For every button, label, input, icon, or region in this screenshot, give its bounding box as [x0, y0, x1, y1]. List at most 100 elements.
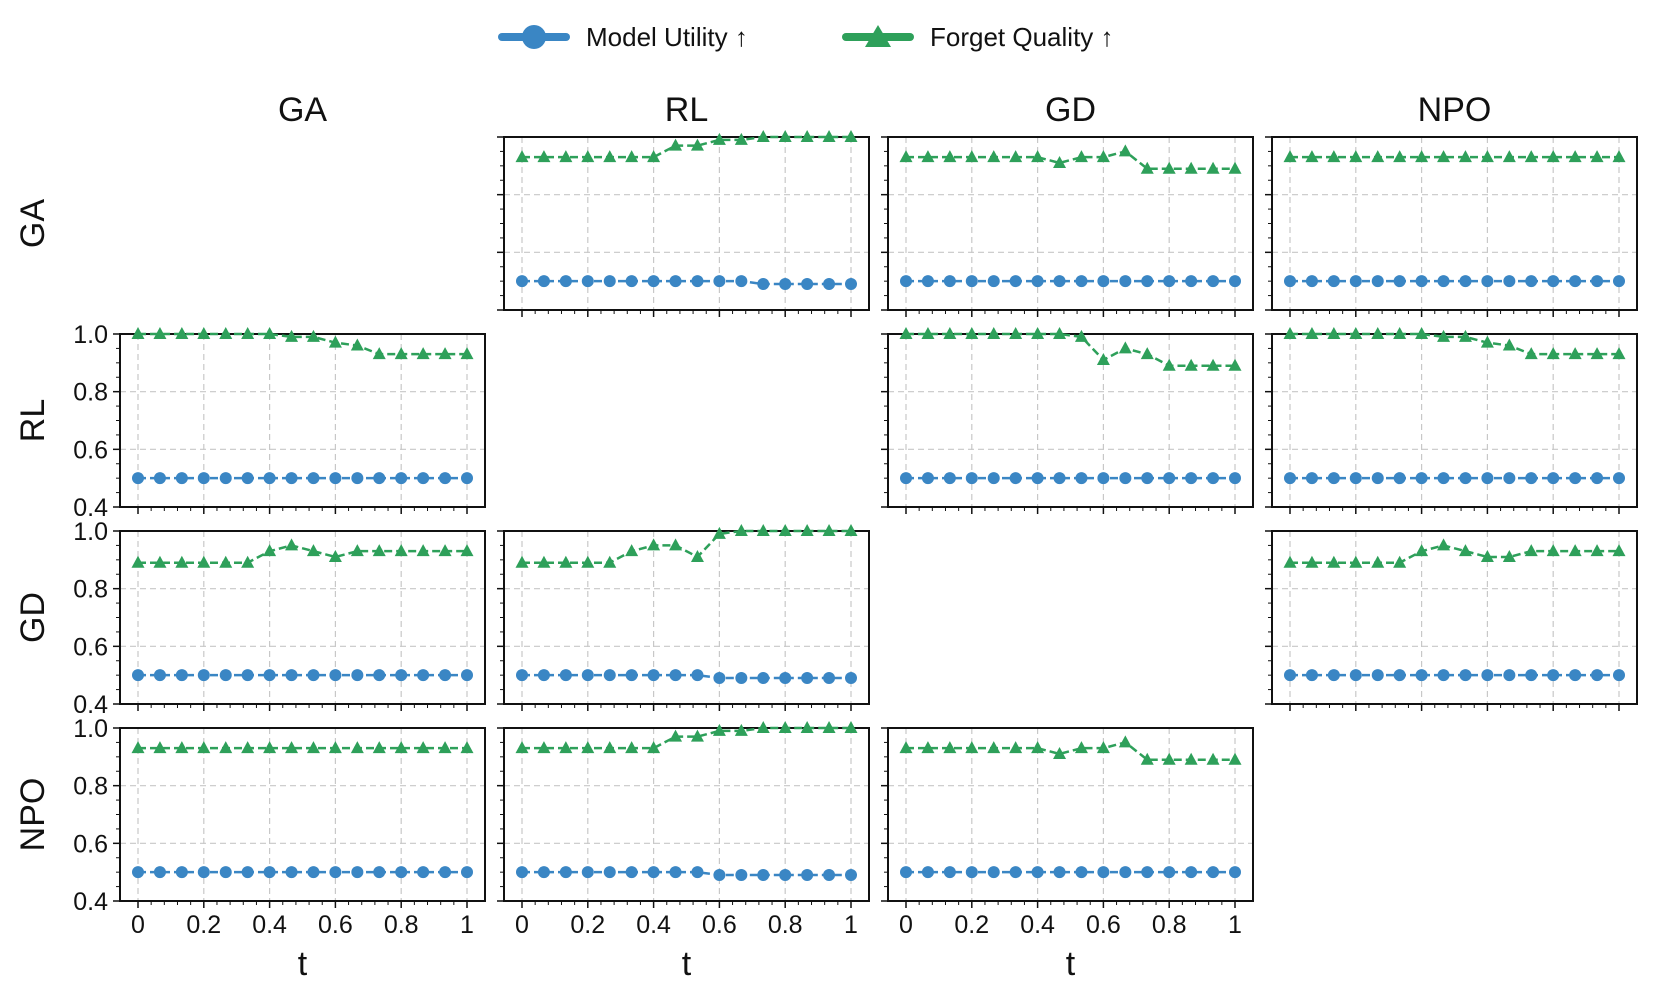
point-model-utility: [1009, 866, 1022, 879]
point-model-utility: [537, 866, 550, 879]
x-axis-label: t: [682, 945, 692, 983]
point-model-utility: [1503, 275, 1516, 288]
point-forget-quality: [756, 130, 770, 142]
legend: Model Utility ↑ Forget Quality ↑: [498, 22, 1114, 52]
point-model-utility: [669, 275, 682, 288]
point-model-utility: [1141, 472, 1154, 485]
point-forget-quality: [1162, 161, 1176, 174]
point-forget-quality: [1009, 327, 1023, 339]
panel-titles: GA RL GD NPO GA RL GD NPO: [14, 91, 1491, 851]
point-forget-quality: [1228, 161, 1242, 174]
point-forget-quality: [1031, 741, 1045, 754]
point-forget-quality: [800, 130, 814, 142]
point-model-utility: [417, 669, 430, 682]
column-title-gd: GD: [1045, 91, 1096, 129]
point-model-utility: [1525, 669, 1538, 682]
point-forget-quality: [921, 327, 935, 339]
point-model-utility: [1525, 275, 1538, 288]
point-forget-quality: [1162, 752, 1176, 765]
point-model-utility: [801, 278, 814, 291]
series-model-utility: [132, 866, 473, 879]
series-model-utility: [1284, 669, 1625, 682]
point-forget-quality: [1053, 155, 1067, 168]
point-forget-quality: [1118, 144, 1132, 157]
series-forget-quality: [131, 538, 474, 568]
panel-frame: [119, 727, 486, 902]
point-forget-quality: [1140, 161, 1154, 174]
point-model-utility: [625, 275, 638, 288]
point-model-utility: [329, 866, 342, 879]
point-model-utility: [845, 672, 857, 685]
point-forget-quality: [1502, 150, 1516, 163]
row-title-rl: RL: [14, 399, 52, 442]
point-model-utility: [713, 672, 726, 685]
point-model-utility: [823, 278, 836, 291]
point-model-utility: [307, 866, 320, 879]
point-forget-quality: [131, 327, 145, 339]
point-forget-quality: [647, 150, 661, 163]
point-forget-quality: [1612, 150, 1626, 163]
point-model-utility: [1284, 275, 1296, 288]
point-forget-quality: [965, 150, 979, 163]
point-model-utility: [175, 669, 188, 682]
point-model-utility: [461, 866, 473, 879]
point-model-utility: [1097, 866, 1110, 879]
point-forget-quality: [1184, 161, 1198, 174]
point-model-utility: [965, 275, 978, 288]
point-forget-quality: [800, 721, 814, 733]
point-model-utility: [581, 866, 594, 879]
point-model-utility: [1031, 866, 1044, 879]
point-model-utility: [1229, 866, 1241, 879]
point-model-utility: [1547, 669, 1560, 682]
point-forget-quality: [241, 327, 255, 339]
point-model-utility: [779, 278, 792, 291]
column-title-rl: RL: [665, 91, 708, 129]
series-forget-quality: [131, 327, 474, 360]
y-tick-label-1: 0.6: [73, 436, 108, 464]
point-model-utility: [1415, 669, 1428, 682]
point-forget-quality: [285, 538, 299, 551]
point-model-utility: [1009, 275, 1022, 288]
point-model-utility: [1371, 669, 1384, 682]
point-forget-quality: [1031, 327, 1045, 339]
point-model-utility: [1327, 472, 1340, 485]
point-forget-quality: [581, 150, 595, 163]
point-model-utility: [1525, 472, 1538, 485]
point-forget-quality: [1502, 549, 1516, 562]
point-forget-quality: [921, 741, 935, 754]
point-forget-quality: [460, 347, 474, 360]
point-forget-quality: [1283, 150, 1297, 163]
point-forget-quality: [987, 150, 1001, 163]
x-tick-label-3: 0.6: [318, 911, 353, 939]
point-forget-quality: [1305, 150, 1319, 163]
point-forget-quality: [1524, 150, 1538, 163]
point-forget-quality: [263, 741, 277, 754]
point-forget-quality: [515, 555, 529, 568]
point-forget-quality: [844, 721, 858, 733]
panel-gd-npo: [1265, 530, 1638, 711]
point-forget-quality: [669, 538, 683, 551]
point-model-utility: [757, 278, 770, 291]
point-forget-quality: [1458, 329, 1472, 342]
series-forget-quality: [899, 735, 1242, 765]
panel-rl-ga: 0.4 0.6 0.8 1.0: [73, 321, 486, 522]
y-tick-label-2: 0.8: [73, 576, 108, 604]
x-axis-label: t: [298, 945, 308, 983]
point-forget-quality: [175, 555, 189, 568]
point-model-utility: [603, 669, 616, 682]
point-model-utility: [669, 669, 682, 682]
point-model-utility: [307, 669, 320, 682]
point-forget-quality: [1568, 544, 1582, 557]
point-forget-quality: [372, 347, 386, 360]
point-model-utility: [285, 866, 298, 879]
point-forget-quality: [328, 335, 342, 348]
x-tick-label-3: 0.6: [1086, 911, 1121, 939]
point-model-utility: [1229, 275, 1241, 288]
point-model-utility: [175, 472, 188, 485]
point-model-utility: [647, 669, 660, 682]
point-forget-quality: [1096, 150, 1110, 163]
point-model-utility: [801, 672, 814, 685]
point-forget-quality: [1437, 329, 1451, 342]
point-model-utility: [439, 669, 452, 682]
point-model-utility: [439, 472, 452, 485]
